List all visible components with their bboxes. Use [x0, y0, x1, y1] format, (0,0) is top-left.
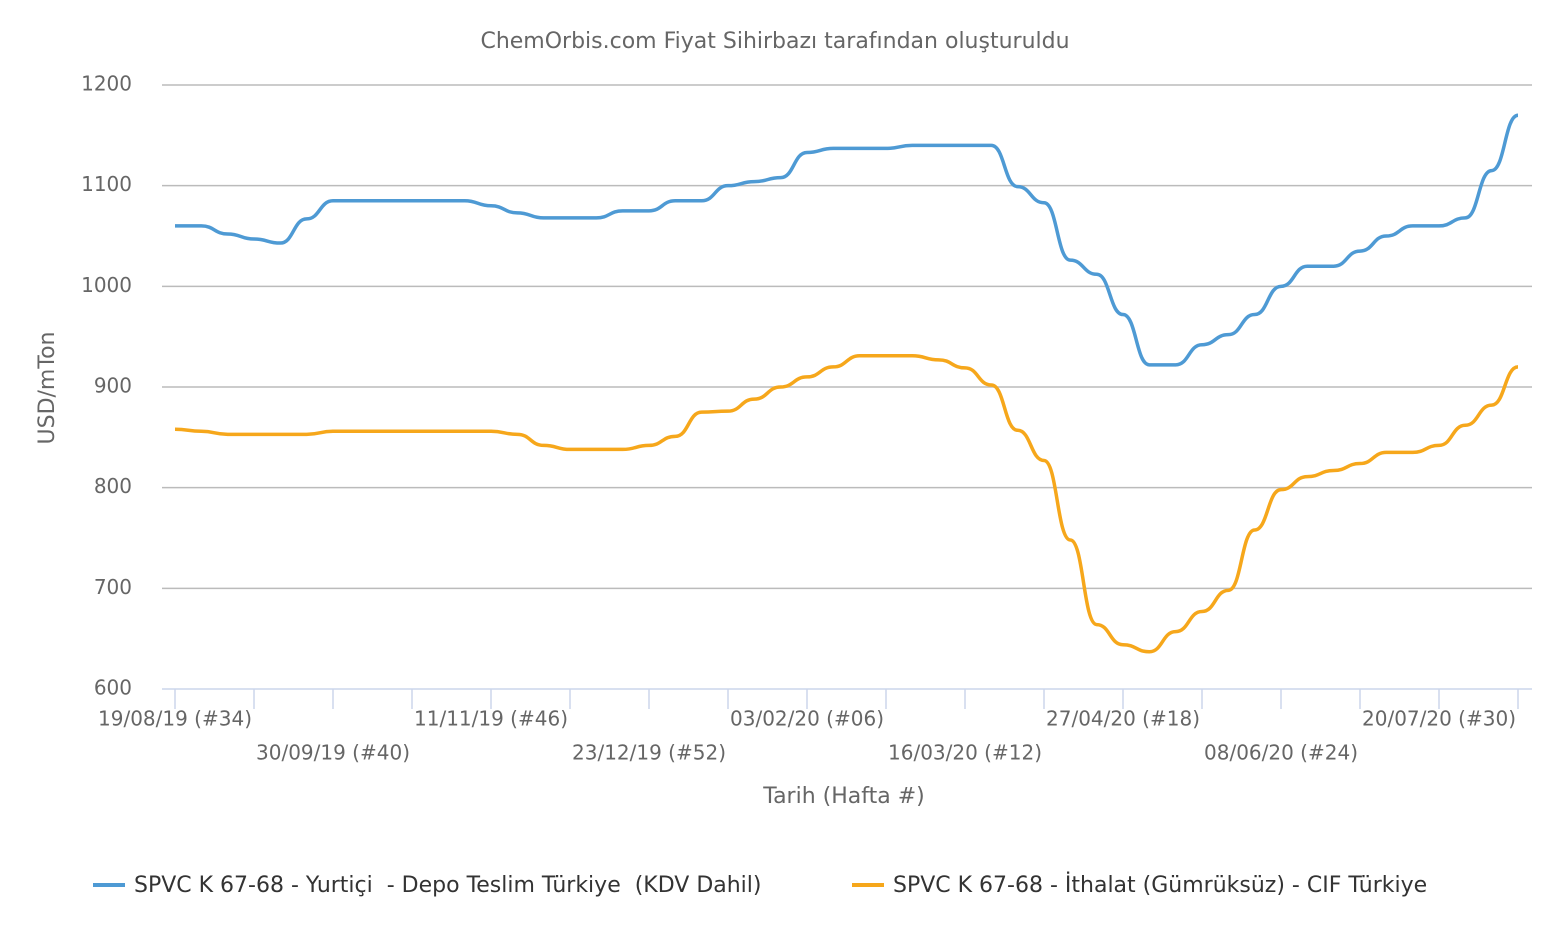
- x-tick-label: 30/09/19 (#40): [256, 741, 410, 765]
- y-tick-label: 900: [94, 374, 132, 398]
- legend-label: SPVC K 67-68 - Yurtiçi - Depo Teslim Tür…: [134, 873, 762, 898]
- y-axis-title: USD/mTon: [35, 332, 60, 445]
- x-tick-label: 20/07/20 (#30): [1362, 707, 1516, 731]
- x-tick-label: 08/06/20 (#24): [1204, 741, 1358, 765]
- legend-label: SPVC K 67-68 - İthalat (Gümrüksüz) - CIF…: [893, 872, 1427, 898]
- x-tick-label: 27/04/20 (#18): [1046, 707, 1200, 731]
- x-tick-label: 23/12/19 (#52): [572, 741, 726, 765]
- y-tick-label: 1000: [81, 273, 132, 297]
- y-tick-label: 700: [94, 575, 132, 599]
- x-tick-label: 16/03/20 (#12): [888, 741, 1042, 765]
- x-tick-label: 03/02/20 (#06): [730, 707, 884, 731]
- series-line: [174, 354, 1519, 654]
- y-tick-label: 800: [94, 474, 132, 498]
- x-tick-label: 19/08/19 (#34): [98, 707, 252, 731]
- x-tick-label: 11/11/19 (#46): [414, 707, 568, 731]
- series-line: [175, 113, 1519, 367]
- x-axis-title: Tarih (Hafta #): [762, 784, 924, 809]
- chart-title: ChemOrbis.com Fiyat Sihirbazı tarafından…: [480, 29, 1069, 54]
- y-tick-label: 600: [94, 676, 132, 700]
- y-tick-label: 1100: [81, 172, 132, 196]
- y-tick-label: 1200: [81, 72, 132, 96]
